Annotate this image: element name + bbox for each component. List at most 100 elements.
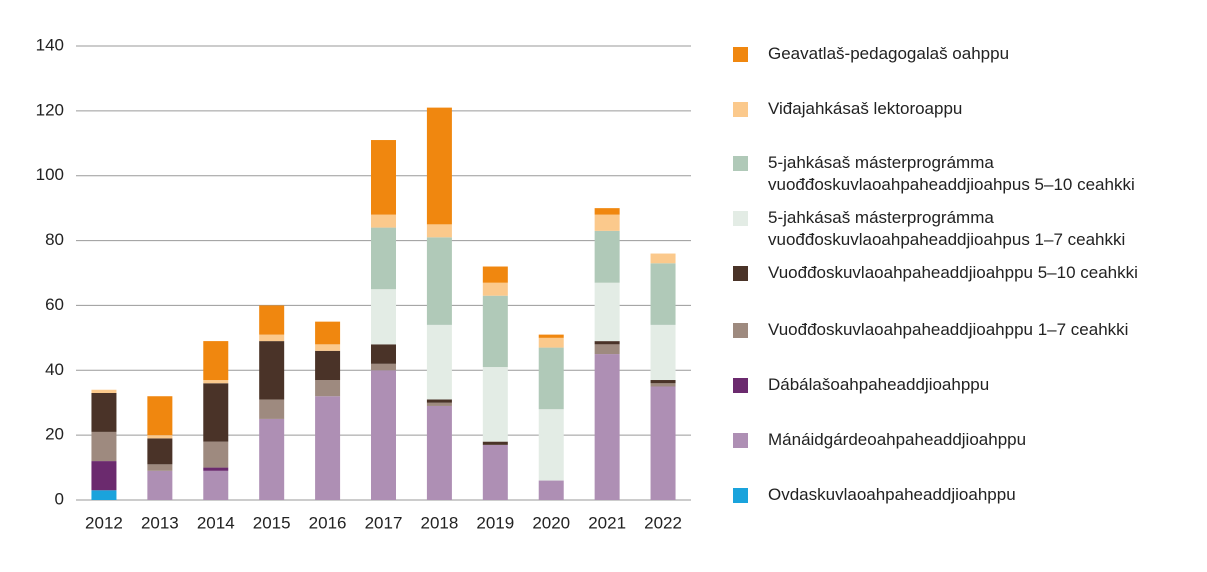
y-tick-label: 0 — [55, 489, 64, 508]
legend-label: 5-jahkásaš másterprográmma vuođđoskuvlao… — [768, 153, 1135, 194]
legend-label: Vuođđoskuvlaoahpaheaddjioahppu 1–7 ceahk… — [768, 320, 1129, 339]
bar-segment — [538, 337, 564, 348]
bar-segment — [426, 107, 452, 225]
bar-segment — [91, 431, 117, 462]
legend-label: Vuođđoskuvlaoahpaheaddjioahppu 5–10 ceah… — [768, 263, 1138, 282]
bar-segment — [371, 214, 396, 228]
legend-label: 5-jahkásaš másterprográmma vuođđoskuvlao… — [768, 208, 1126, 249]
bar-segment — [426, 237, 452, 325]
bar-segment — [371, 227, 396, 290]
bar-segment — [650, 380, 676, 384]
x-tick-label: 2021 — [588, 513, 626, 532]
bar-segment — [203, 380, 229, 384]
bar-segment — [315, 380, 341, 397]
legend-label: Viđajahkásaš lektoroappu — [768, 99, 963, 118]
y-tick-label: 80 — [45, 230, 64, 249]
bar-segment — [203, 341, 229, 381]
bar-segment — [91, 389, 117, 393]
bar-segment — [650, 386, 676, 500]
bar-segment — [315, 350, 341, 381]
bar-segment — [91, 461, 117, 491]
bar-segment — [147, 438, 173, 465]
bar-segment — [650, 324, 676, 381]
bar-segment — [203, 441, 229, 468]
bar-segment — [203, 383, 229, 442]
bar-segment — [371, 363, 396, 371]
y-tick-label: 100 — [36, 165, 64, 184]
legend-swatch — [733, 47, 748, 62]
bar-segment — [538, 334, 564, 338]
bar-segment — [650, 383, 676, 387]
bar-segment — [594, 344, 620, 355]
x-tick-label: 2020 — [532, 513, 570, 532]
chart: 0 20 40 60 80 100 120 140 2012 2013 2014 2015 2016 20… — [36, 35, 691, 532]
bar-segment — [538, 409, 564, 481]
bar-segment — [482, 444, 508, 500]
bar-segment — [203, 467, 229, 471]
legend-swatch — [733, 102, 748, 117]
y-tick-label: 120 — [36, 100, 64, 119]
bar-segment — [426, 402, 452, 406]
x-tick-label: 2022 — [644, 513, 682, 532]
bar-segment — [538, 347, 564, 410]
bar-segment — [315, 396, 341, 500]
legend-swatch — [733, 211, 748, 226]
bar-segment — [371, 289, 396, 345]
x-tick-label: 2016 — [309, 513, 347, 532]
bar-segment — [259, 399, 285, 419]
bar-segment — [594, 282, 620, 342]
bar-segment — [91, 392, 117, 432]
y-tick-label: 40 — [45, 360, 64, 379]
bar-segment — [91, 490, 117, 500]
bar-segment — [147, 470, 173, 500]
legend-item: Viđajahkásaš lektoroappu — [733, 98, 1173, 120]
bar-segment — [650, 263, 676, 325]
legend-item: Geavatlaš-pedagogalaš oahppu — [733, 43, 1173, 65]
bar-segment — [594, 354, 620, 500]
legend-label: Mánáidgárdeoahpaheaddjioahppu — [768, 430, 1027, 449]
bar-segment — [203, 470, 229, 500]
bar-segment — [371, 370, 396, 500]
bar-segment — [594, 208, 620, 215]
legend-swatch — [733, 378, 748, 393]
x-tick-label: 2012 — [85, 513, 123, 532]
legend-swatch — [733, 266, 748, 281]
bar-segment — [147, 464, 173, 471]
bar-segment — [482, 441, 508, 445]
legend-swatch — [733, 433, 748, 448]
bar-segment — [426, 405, 452, 500]
bar-segment — [482, 266, 508, 283]
bar-segment — [259, 418, 285, 500]
x-tick-label: 2019 — [476, 513, 514, 532]
bar-segment — [594, 230, 620, 283]
bar-segment — [259, 305, 285, 335]
x-tick-label: 2018 — [420, 513, 458, 532]
bar-segment — [259, 334, 285, 342]
legend-item: 5-jahkásaš másterprográmma vuođđoskuvlao… — [733, 152, 1173, 196]
bar-segment — [594, 214, 620, 231]
legend-label: Geavatlaš-pedagogalaš oahppu — [768, 44, 1010, 63]
legend-item: Vuođđoskuvlaoahpaheaddjioahppu 1–7 ceahk… — [733, 319, 1173, 341]
bar-segment — [315, 321, 341, 345]
bar-segment — [594, 341, 620, 345]
legend-label: Dábálašoahpaheaddjioahppu — [768, 375, 990, 394]
legend-item: Ovdaskuvlaoahpaheaddjioahppu — [733, 484, 1173, 506]
bar-segment — [426, 224, 452, 238]
bar-segment — [259, 341, 285, 400]
x-tick-label: 2017 — [365, 513, 403, 532]
bar-segment — [371, 140, 396, 215]
legend-swatch — [733, 156, 748, 171]
y-tick-label: 140 — [36, 35, 64, 54]
legend-swatch — [733, 323, 748, 338]
bar-segment — [147, 435, 173, 439]
x-tick-label: 2013 — [141, 513, 179, 532]
legend-item: Vuođđoskuvlaoahpaheaddjioahppu 5–10 ceah… — [733, 262, 1173, 284]
bar-segment — [315, 344, 341, 351]
bar-segment — [426, 324, 452, 400]
bar-segment — [482, 295, 508, 368]
legend-swatch — [733, 488, 748, 503]
y-tick-label: 20 — [45, 425, 64, 444]
bar-segment — [371, 344, 396, 364]
y-tick-label: 60 — [45, 295, 64, 314]
